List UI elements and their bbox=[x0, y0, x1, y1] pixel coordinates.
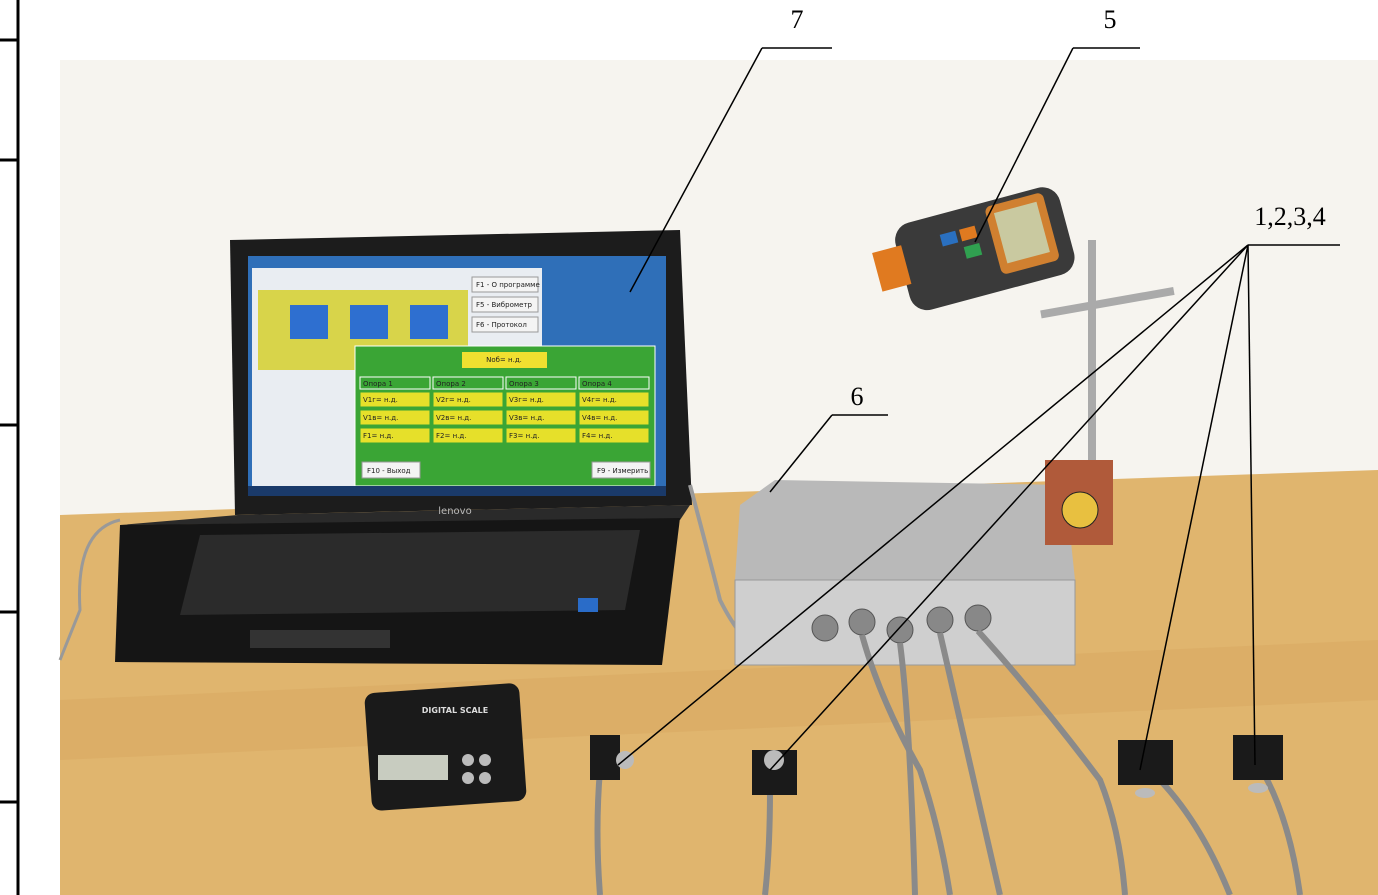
callout-lines bbox=[617, 47, 1340, 771]
screen-cell bbox=[359, 376, 431, 390]
screen-cell bbox=[359, 391, 431, 408]
laptop-brand: lenovo bbox=[438, 506, 471, 517]
digital-scale: DIGITAL SCALE bbox=[364, 683, 527, 811]
screen-button bbox=[591, 461, 651, 479]
sensor-cables bbox=[594, 628, 1303, 895]
page-border bbox=[0, 0, 20, 895]
measurement-unit bbox=[734, 480, 1076, 666]
screen-cell-text: V1г= н.д. bbox=[363, 396, 398, 404]
scale-label: DIGITAL SCALE bbox=[422, 706, 488, 715]
screen-cell bbox=[578, 409, 650, 426]
screen-cell-text: V2г= н.д. bbox=[436, 396, 471, 404]
screen-column-title: Опора 3 bbox=[509, 380, 539, 388]
screen-cell bbox=[432, 391, 504, 408]
tachometer bbox=[872, 187, 1175, 545]
screen-button bbox=[361, 461, 421, 479]
callout-label: 1,2,3,4 bbox=[1254, 202, 1326, 231]
cable bbox=[58, 518, 121, 661]
screen-button-label: F1 - О программе bbox=[476, 281, 540, 289]
screen-cell bbox=[578, 427, 650, 444]
screen-button bbox=[471, 276, 539, 293]
screen-cell bbox=[432, 427, 504, 444]
screen-cell-text: F2= н.д. bbox=[436, 432, 466, 440]
screen-cell bbox=[432, 409, 504, 426]
screen-button-label: F10 - Выход bbox=[367, 467, 411, 475]
screen-cell-text: V4г= н.д. bbox=[582, 396, 617, 404]
screen-cell-text: V3в= н.д. bbox=[509, 414, 544, 422]
screen-button-label: F6 - Протокол bbox=[476, 321, 527, 329]
screen-cell bbox=[505, 427, 577, 444]
screen-cell-text: V4в= н.д. bbox=[582, 414, 617, 422]
screen-button-label: F5 - Виброметр bbox=[476, 301, 533, 309]
callout-label: 6 bbox=[851, 382, 864, 411]
screen-cell bbox=[505, 409, 577, 426]
sensors bbox=[590, 735, 1283, 798]
screen-cell bbox=[505, 391, 577, 408]
screen-cell bbox=[578, 376, 650, 390]
laptop: F1 - О программе F5 - Виброметр F6 - Прото… bbox=[115, 230, 692, 665]
screen-cell bbox=[432, 376, 504, 390]
screen-button-label: F9 - Измерить bbox=[597, 467, 648, 475]
screen-cell-text: V2в= н.д. bbox=[436, 414, 471, 422]
screen-column-title: Опора 4 bbox=[582, 380, 612, 388]
screen-cell bbox=[359, 427, 431, 444]
screen-cell bbox=[359, 409, 431, 426]
screen-cell-text: F3= н.д. bbox=[509, 432, 539, 440]
callout-label: 7 bbox=[791, 5, 804, 34]
callout-label: 5 bbox=[1104, 5, 1117, 34]
screen-cell bbox=[578, 391, 650, 408]
screen-column-title: Опора 2 bbox=[436, 380, 466, 388]
screen-header: Nоб= н.д. bbox=[486, 356, 522, 364]
screen-button bbox=[471, 296, 539, 313]
screen-cell-text: V3г= н.д. bbox=[509, 396, 544, 404]
screen-cell bbox=[505, 376, 577, 390]
screen-button bbox=[471, 316, 539, 333]
screen-cell-text: F1= н.д. bbox=[363, 432, 393, 440]
screen-cell-text: V1в= н.д. bbox=[363, 414, 398, 422]
screen-column-title: Опора 1 bbox=[363, 380, 393, 388]
screen-cell-text: F4= н.д. bbox=[582, 432, 612, 440]
